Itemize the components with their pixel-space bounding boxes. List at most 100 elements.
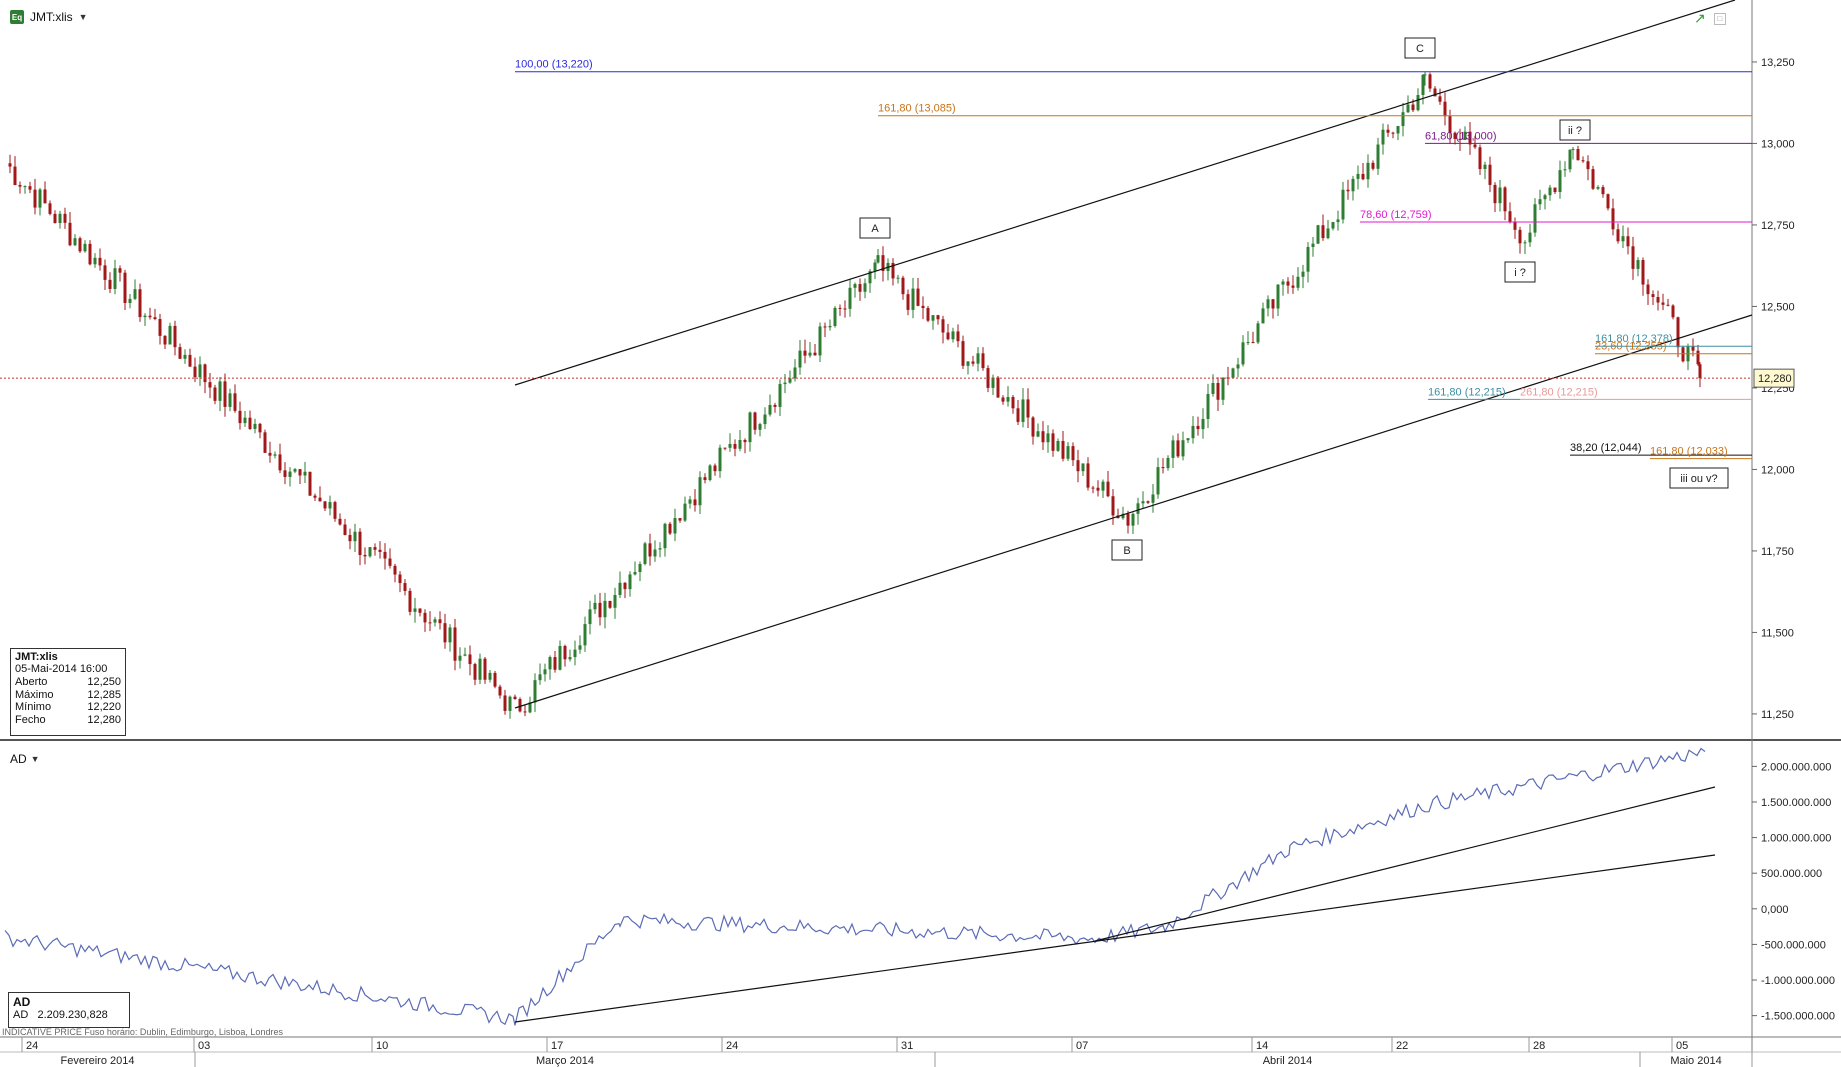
candle-body: [823, 326, 827, 328]
candle-body: [1591, 169, 1595, 189]
candle-body: [443, 623, 447, 643]
candle-body: [543, 669, 547, 675]
candle-body: [398, 574, 402, 584]
trend-arrow-icon[interactable]: ↗: [1694, 10, 1706, 26]
candle-body: [1438, 96, 1442, 102]
channel-lower-line[interactable]: [514, 314, 1753, 709]
ad-value-panel: AD AD 2.209.230,828: [8, 992, 130, 1028]
candle-body: [1186, 438, 1190, 441]
candle-body: [288, 471, 292, 477]
ad-series-line[interactable]: [4, 747, 1706, 1026]
candle-body: [1698, 364, 1702, 379]
price-tick-label: 12,750: [1761, 220, 1795, 232]
candle-body: [1266, 299, 1270, 309]
candle-body: [33, 189, 37, 208]
candle-body: [1523, 242, 1527, 244]
ohlc-value: 12,285: [87, 688, 121, 701]
candle-body: [563, 646, 567, 660]
wave-label-box[interactable]: [1111, 539, 1143, 561]
candle-body: [1006, 397, 1010, 402]
candle-body: [1361, 173, 1365, 180]
candle-body: [383, 551, 387, 559]
candle-body: [1606, 194, 1610, 209]
candle-body: [173, 325, 177, 348]
fib-level-label: 78,60 (12,759): [1360, 209, 1432, 221]
instrument-selector[interactable]: Eq JMT:xlis ▼: [10, 10, 88, 24]
chevron-down-icon[interactable]: ▼: [30, 754, 40, 764]
candle-body: [808, 352, 812, 356]
ad-indicator-selector[interactable]: AD ▼: [10, 752, 40, 766]
candle-body: [896, 277, 900, 279]
ohlc-label: Mínimo: [15, 701, 52, 713]
chevron-down-icon[interactable]: ▼: [78, 12, 88, 22]
candle-body: [1401, 112, 1405, 127]
candle-body: [193, 366, 197, 378]
ohlc-value: 12,250: [87, 676, 121, 688]
candle-body: [1366, 162, 1370, 180]
candle-body: [813, 352, 817, 356]
candle-body: [283, 470, 287, 477]
candle-body: [788, 378, 792, 383]
wave-label-text: B: [1123, 545, 1130, 557]
price-tick-label: 11,500: [1761, 627, 1794, 639]
candle-body: [956, 331, 960, 342]
candle-body: [303, 471, 307, 476]
candle-body: [1616, 229, 1620, 242]
candle-body: [643, 543, 647, 564]
candle-body: [78, 238, 82, 252]
candle-body: [743, 439, 747, 443]
month-label: Maio 2014: [1670, 1055, 1721, 1067]
candle-body: [1016, 408, 1020, 422]
candle-body: [588, 609, 592, 625]
candle-body: [1676, 317, 1680, 348]
candle-body: [1171, 440, 1175, 458]
wave-label-box[interactable]: [1559, 119, 1591, 141]
candle-body: [263, 432, 267, 453]
candle-body: [1498, 187, 1502, 204]
candle-body: [273, 454, 277, 456]
chart-toolbar: ↗ □: [1694, 10, 1726, 27]
ad-panel-title: AD: [13, 995, 31, 1009]
ad-trendline-lower[interactable]: [514, 854, 1716, 1023]
candle-body: [876, 255, 880, 263]
candle-body: [428, 622, 432, 624]
candle-body: [1106, 481, 1110, 497]
candle-body: [1631, 246, 1635, 269]
candle-body: [623, 582, 627, 590]
candle-body: [1036, 431, 1040, 437]
candle-body: [996, 377, 1000, 398]
candle-body: [438, 619, 442, 624]
candle-body: [728, 443, 732, 448]
candle-body: [13, 166, 17, 186]
candle-body: [1443, 101, 1447, 117]
wave-label-box[interactable]: [1404, 37, 1436, 59]
candle-body: [1376, 144, 1380, 169]
maximize-icon[interactable]: □: [1713, 12, 1726, 25]
candle-body: [853, 284, 857, 288]
candle-body: [1528, 232, 1532, 243]
candle-body: [538, 674, 542, 681]
candle-body: [1296, 276, 1300, 288]
candle-body: [168, 325, 172, 345]
channel-upper-line[interactable]: [514, 0, 1736, 386]
candle-body: [213, 387, 217, 401]
candle-body: [1548, 187, 1552, 196]
wave-label-box[interactable]: [1669, 467, 1729, 489]
ad-tick-label: 1.000.000.000: [1761, 833, 1831, 845]
candle-body: [668, 523, 672, 534]
fib-level-label: 61,80 (13,000): [1425, 130, 1497, 142]
candle-body: [733, 443, 737, 449]
candle-body: [393, 565, 397, 575]
candle-body: [93, 257, 97, 265]
ohlc-label: Máximo: [15, 688, 54, 701]
ad-trendline-upper[interactable]: [1094, 786, 1716, 942]
candle-body: [128, 298, 132, 303]
price-tick-label: 12,000: [1761, 464, 1795, 476]
candle-body: [413, 608, 417, 612]
candle-body: [906, 294, 910, 310]
wave-label-box[interactable]: [859, 217, 891, 239]
wave-label-box[interactable]: [1504, 261, 1536, 283]
candle-body: [1661, 302, 1665, 305]
ohlc-panel: JMT:xlis 05-Mai-2014 16:00 Aberto 12,250 …: [10, 648, 126, 736]
